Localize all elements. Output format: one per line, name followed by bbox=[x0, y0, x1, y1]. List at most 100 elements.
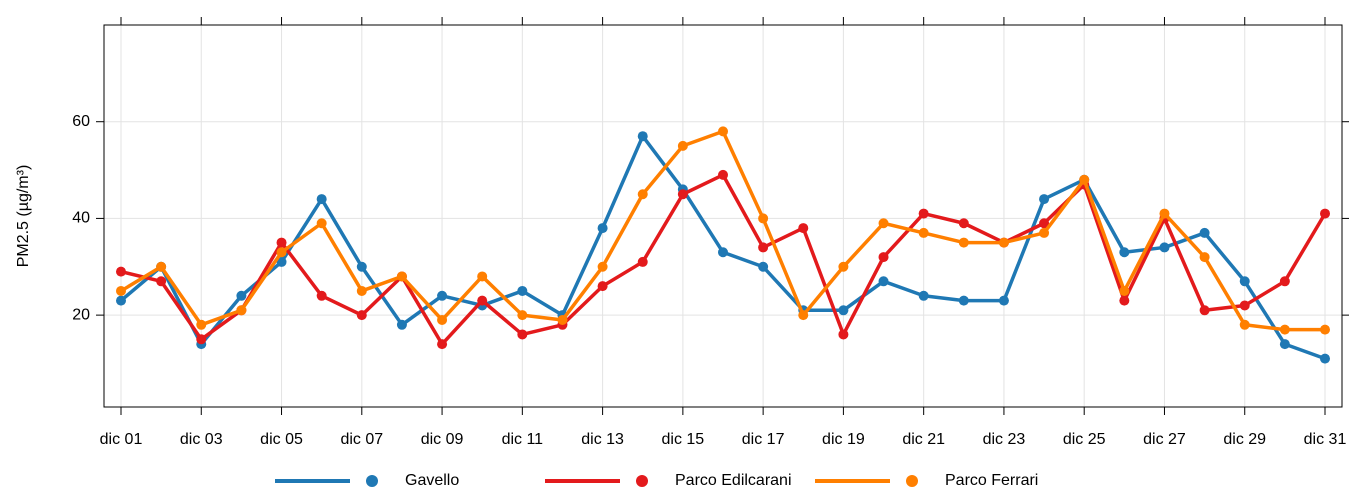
data-point bbox=[1320, 353, 1330, 364]
data-point bbox=[878, 218, 889, 229]
legend-label: Parco Ferrari bbox=[945, 472, 1038, 489]
data-point bbox=[156, 276, 167, 287]
y-tick-label: 40 bbox=[72, 210, 90, 227]
legend-marker bbox=[366, 475, 378, 487]
data-point bbox=[1320, 324, 1330, 335]
data-point bbox=[356, 261, 367, 272]
data-point bbox=[878, 276, 889, 287]
x-tick-label: dic 25 bbox=[1063, 431, 1106, 448]
legend-marker bbox=[906, 475, 918, 487]
data-point bbox=[718, 169, 728, 180]
data-point bbox=[1079, 174, 1090, 185]
data-point bbox=[1159, 242, 1170, 253]
data-point bbox=[356, 285, 367, 296]
data-point bbox=[1039, 218, 1050, 229]
data-point bbox=[918, 290, 929, 301]
plot-frame bbox=[103, 24, 1343, 408]
x-tick-label: dic 23 bbox=[983, 431, 1026, 448]
data-point bbox=[1239, 319, 1250, 330]
data-point bbox=[1279, 276, 1290, 287]
data-point bbox=[958, 237, 969, 248]
data-point bbox=[1119, 285, 1130, 296]
data-point bbox=[236, 290, 247, 301]
x-tick-label: dic 15 bbox=[662, 431, 705, 448]
data-point bbox=[718, 126, 728, 137]
x-tick-label: dic 17 bbox=[742, 431, 785, 448]
data-point bbox=[557, 314, 568, 325]
data-point bbox=[1119, 295, 1130, 306]
data-point bbox=[1239, 276, 1250, 287]
data-point bbox=[878, 252, 889, 263]
data-point bbox=[1039, 227, 1050, 238]
data-point bbox=[517, 310, 528, 321]
data-point bbox=[477, 271, 488, 282]
data-point bbox=[838, 329, 849, 340]
data-point bbox=[958, 295, 969, 306]
data-point bbox=[1199, 227, 1210, 238]
data-point bbox=[998, 237, 1009, 248]
data-point bbox=[517, 329, 528, 340]
data-point bbox=[276, 256, 287, 267]
data-point bbox=[396, 319, 407, 330]
legend-label: Parco Edilcarani bbox=[675, 472, 792, 489]
data-point bbox=[276, 247, 287, 258]
data-point bbox=[838, 261, 849, 272]
y-axis-label: PM2.5 (µg/m³) bbox=[15, 165, 32, 268]
x-tick-label: dic 31 bbox=[1304, 431, 1347, 448]
x-tick-label: dic 19 bbox=[822, 431, 865, 448]
data-point bbox=[156, 261, 167, 272]
x-tick-label: dic 03 bbox=[180, 431, 223, 448]
data-point bbox=[116, 295, 126, 306]
data-point bbox=[1039, 194, 1050, 205]
data-point bbox=[437, 314, 448, 325]
data-point bbox=[718, 247, 728, 258]
data-point bbox=[637, 131, 648, 142]
data-point bbox=[677, 189, 688, 200]
data-point bbox=[236, 305, 247, 316]
x-tick-label: dic 27 bbox=[1143, 431, 1186, 448]
data-point bbox=[116, 266, 126, 277]
data-point bbox=[637, 256, 648, 267]
data-point bbox=[958, 218, 969, 229]
data-point bbox=[1279, 339, 1290, 350]
data-point bbox=[677, 140, 688, 151]
data-point bbox=[316, 218, 327, 229]
x-tick-label: dic 09 bbox=[421, 431, 464, 448]
data-point bbox=[517, 285, 528, 296]
data-point bbox=[437, 290, 448, 301]
data-point bbox=[1199, 305, 1210, 316]
x-tick-label: dic 13 bbox=[581, 431, 624, 448]
data-point bbox=[758, 261, 769, 272]
data-point bbox=[1119, 247, 1130, 258]
data-point bbox=[798, 223, 809, 234]
data-point bbox=[758, 213, 769, 224]
data-point bbox=[597, 281, 608, 292]
data-point bbox=[437, 339, 448, 350]
legend-label: Gavello bbox=[405, 472, 459, 489]
data-point bbox=[1320, 208, 1330, 219]
data-point bbox=[316, 290, 327, 301]
data-point bbox=[597, 223, 608, 234]
legend-marker bbox=[636, 475, 648, 487]
x-tick-label: dic 11 bbox=[502, 431, 544, 448]
data-point bbox=[918, 208, 929, 219]
data-point bbox=[356, 310, 367, 321]
data-point bbox=[1239, 300, 1250, 311]
data-point bbox=[196, 334, 207, 345]
x-tick-label: dic 05 bbox=[260, 431, 303, 448]
data-point bbox=[196, 319, 207, 330]
data-point bbox=[477, 295, 488, 306]
data-point bbox=[998, 295, 1009, 306]
data-point bbox=[1279, 324, 1290, 335]
data-point bbox=[116, 285, 126, 296]
data-point bbox=[838, 305, 849, 316]
data-point bbox=[396, 271, 407, 282]
data-point bbox=[276, 237, 287, 248]
x-tick-label: dic 01 bbox=[100, 431, 143, 448]
data-point bbox=[1159, 208, 1170, 219]
x-tick-label: dic 21 bbox=[902, 431, 945, 448]
data-point bbox=[798, 310, 809, 321]
data-point bbox=[316, 194, 327, 205]
data-point bbox=[637, 189, 648, 200]
